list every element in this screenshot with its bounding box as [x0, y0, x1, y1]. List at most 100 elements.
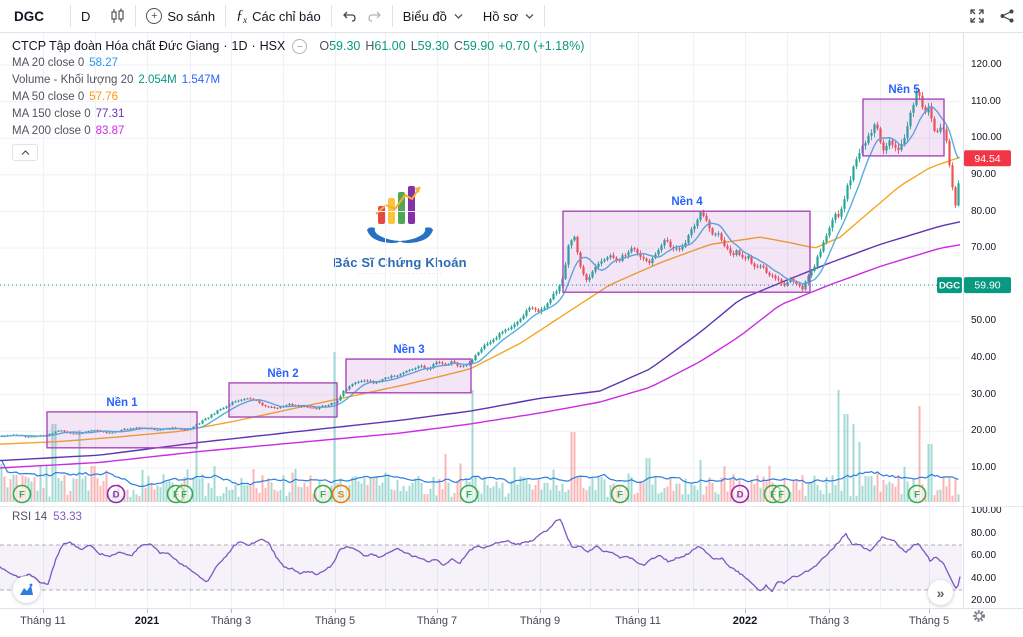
candlestick-icon [111, 8, 124, 23]
watermark-tagline: ···· ······ ········ ····· ····· [357, 271, 443, 277]
ma200-line [0, 244, 961, 469]
base-box[interactable] [228, 382, 338, 418]
watermark-image [367, 186, 433, 243]
base-box[interactable] [562, 210, 811, 293]
base-box[interactable] [862, 98, 945, 157]
event-badge-circle[interactable] [331, 484, 351, 504]
base-box[interactable] [345, 358, 472, 394]
toolbar-separator [225, 5, 227, 27]
rsi-legend[interactable]: RSI 14 53.33 [12, 511, 82, 523]
event-badge-circle[interactable] [763, 484, 783, 504]
symbol-description: CTCP Tập đoàn Hóa chất Đức Giang [12, 39, 220, 53]
price-axis[interactable]: 120.00 110.00 100.00 90.00 80.00 70.00 50.00 40… [963, 32, 1023, 608]
hide-series-icon[interactable]: – [292, 39, 308, 54]
indicator-row-ma50[interactable]: MA 50 close 0 57.76 [12, 91, 119, 103]
price-axis-label: 90.00 [971, 168, 997, 180]
base-box-label[interactable]: Nền 4 [671, 196, 703, 208]
event-badge-circle[interactable] [730, 484, 750, 504]
time-axis-label: Tháng 5 [314, 615, 356, 627]
indicator-row-ma20[interactable]: MA 20 close 0 58.27 [12, 57, 119, 69]
toolbar-separator [544, 5, 546, 27]
event-badge-letter: S [338, 490, 344, 501]
price-axis-label: 100.00 [971, 132, 1002, 144]
candlestick-style-button[interactable] [100, 0, 135, 32]
time-axis-tick [335, 609, 336, 613]
price-axis-label: 20.00 [971, 425, 997, 437]
rsi-line [0, 518, 961, 593]
event-badge-letter: F [173, 490, 179, 501]
rsi-band [0, 544, 962, 591]
compare-button[interactable]: + So sánh [136, 0, 225, 32]
event-badge-circle[interactable] [771, 484, 791, 504]
rsi-band-fill [0, 545, 962, 590]
undo-icon [342, 11, 356, 22]
time-axis-tick [829, 609, 830, 613]
ohlc-values: O59.30 H61.00 L59.30 C59.90 [319, 39, 495, 53]
event-badge-letter: F [320, 490, 326, 501]
base-box-label[interactable]: Nền 3 [393, 344, 424, 356]
price-axis-label: 40.00 [971, 352, 997, 364]
volume-bars [0, 352, 960, 502]
event-badge-circle[interactable] [313, 484, 333, 504]
fullscreen-button[interactable] [969, 8, 985, 24]
indicators-button[interactable]: ƒx Các chỉ báo [236, 7, 321, 25]
base-box-label[interactable]: Nền 5 [888, 84, 920, 96]
event-badge-letter: F [778, 490, 784, 501]
price-axis-label: 110.00 [971, 95, 1001, 107]
rsi-axis-label: 20.00 [971, 595, 997, 607]
restore-pane-button[interactable] [13, 576, 40, 603]
time-axis-tick [638, 609, 639, 613]
toolbar-separator [391, 5, 393, 27]
time-axis-label: Tháng 11 [20, 615, 66, 627]
chevron-down-icon [454, 14, 463, 19]
gear-icon [973, 610, 985, 622]
time-axis[interactable]: Tháng 11 2021 Tháng 3 Tháng 5 Tháng 7 Tháng 9… [0, 608, 1023, 637]
event-badge-letter: F [181, 490, 187, 501]
toolbar-right [969, 0, 1015, 32]
profile-menu-button[interactable]: Hồ sơ [473, 0, 544, 32]
separator-dot: · [251, 39, 256, 53]
pane-divider[interactable] [0, 506, 1023, 507]
ma150-line [0, 221, 961, 462]
share-icon [1000, 9, 1014, 23]
separator-dot: · [223, 39, 228, 53]
double-chevron-right-icon: » [936, 584, 945, 601]
time-axis-label: 2022 [732, 615, 758, 627]
indicator-row-ma150[interactable]: MA 150 close 0 77.31 [12, 108, 125, 120]
exchange-label: HSX [259, 39, 286, 53]
change-label: +0.70 (+1.18%) [498, 39, 585, 53]
event-badge-circle[interactable] [106, 484, 126, 504]
ma50-line [0, 156, 961, 445]
redo-button[interactable] [367, 0, 392, 32]
event-badge-circle[interactable] [459, 484, 479, 504]
event-badge-circle[interactable] [174, 484, 194, 504]
event-badge-letter: D [737, 490, 744, 501]
toolbar-left: DGC D + So sánh ƒx Các chỉ báo [0, 0, 546, 32]
event-badge-circle[interactable] [12, 484, 32, 504]
event-badge-circle[interactable] [166, 484, 186, 504]
collapse-legend-button[interactable] [12, 144, 38, 161]
event-badge-letter: F [770, 490, 776, 501]
event-badge-circle[interactable] [907, 484, 927, 504]
symbol-button[interactable]: DGC [14, 8, 44, 24]
event-badge-circle[interactable] [610, 484, 630, 504]
share-button[interactable] [999, 8, 1015, 24]
time-axis-tick [147, 609, 148, 613]
time-axis-tick [437, 609, 438, 613]
interval-label: 1D [231, 39, 248, 53]
undo-button[interactable] [332, 0, 367, 32]
chevron-down-icon [525, 14, 534, 19]
symbol-title-row[interactable]: CTCP Tập đoàn Hóa chất Đức Giang · 1D · … [12, 38, 584, 55]
settings-gear-button[interactable] [972, 609, 986, 628]
time-axis-tick [231, 609, 232, 613]
base-box-label[interactable]: Nền 2 [267, 368, 298, 380]
chart-menu-button[interactable]: Biểu đồ [393, 0, 473, 32]
indicator-row-ma200[interactable]: MA 200 close 0 83.87 [12, 125, 125, 137]
indicator-row-volume[interactable]: Volume - Khối lượng 20 2.054M 1.547M [12, 74, 221, 86]
scroll-to-latest-button[interactable]: » [928, 580, 953, 605]
base-box[interactable] [46, 411, 198, 449]
event-badge-letter: F [617, 490, 623, 501]
interval-button[interactable]: D [81, 8, 91, 24]
base-box-label[interactable]: Nền 1 [106, 397, 138, 409]
